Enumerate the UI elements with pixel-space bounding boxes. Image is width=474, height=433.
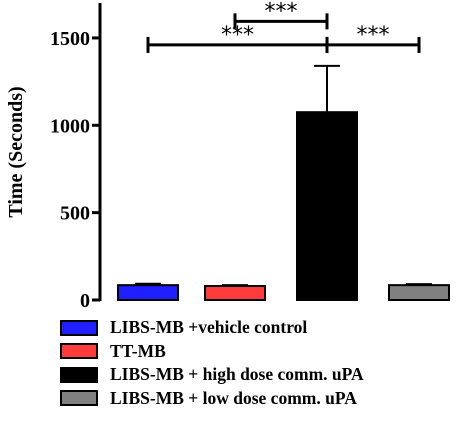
legend-item: LIBS-MB +vehicle control bbox=[60, 316, 470, 340]
y-axis-label: Time (Seconds) bbox=[5, 86, 27, 217]
legend-label: TT-MB bbox=[110, 340, 166, 361]
y-tick-label: 500 bbox=[60, 203, 90, 225]
legend-item: TT-MB bbox=[60, 340, 470, 364]
significance-label: *** bbox=[221, 23, 254, 48]
legend-swatch bbox=[60, 366, 98, 383]
y-tick-label: 0 bbox=[80, 290, 90, 310]
significance-label: *** bbox=[357, 23, 390, 48]
bar bbox=[204, 285, 266, 301]
legend: LIBS-MB +vehicle control TT-MB LIBS-MB +… bbox=[60, 316, 470, 410]
significance-label: *** bbox=[265, 0, 298, 24]
legend-label: LIBS-MB + high dose comm. uPA bbox=[110, 364, 364, 385]
legend-label: LIBS-MB +vehicle control bbox=[110, 317, 308, 338]
legend-item: LIBS-MB + low dose comm. uPA bbox=[60, 387, 470, 411]
significance-brackets: *** *** *** bbox=[146, 0, 421, 53]
y-tick-label: 1500 bbox=[50, 28, 90, 50]
bar bbox=[388, 284, 450, 301]
legend-swatch bbox=[60, 319, 98, 336]
legend-item: LIBS-MB + high dose comm. uPA bbox=[60, 363, 470, 387]
legend-label: LIBS-MB + low dose comm. uPA bbox=[110, 387, 357, 408]
y-axis: 0 500 1000 1500 bbox=[50, 3, 102, 310]
bar-chart: Time (Seconds) 0 500 1000 1500 *** *** *** bbox=[5, 0, 450, 310]
legend-swatch bbox=[60, 343, 98, 360]
bar bbox=[296, 111, 358, 301]
legend-swatch bbox=[60, 390, 98, 407]
bar bbox=[117, 284, 179, 301]
bars bbox=[117, 64, 450, 301]
y-tick-label: 1000 bbox=[50, 115, 90, 137]
